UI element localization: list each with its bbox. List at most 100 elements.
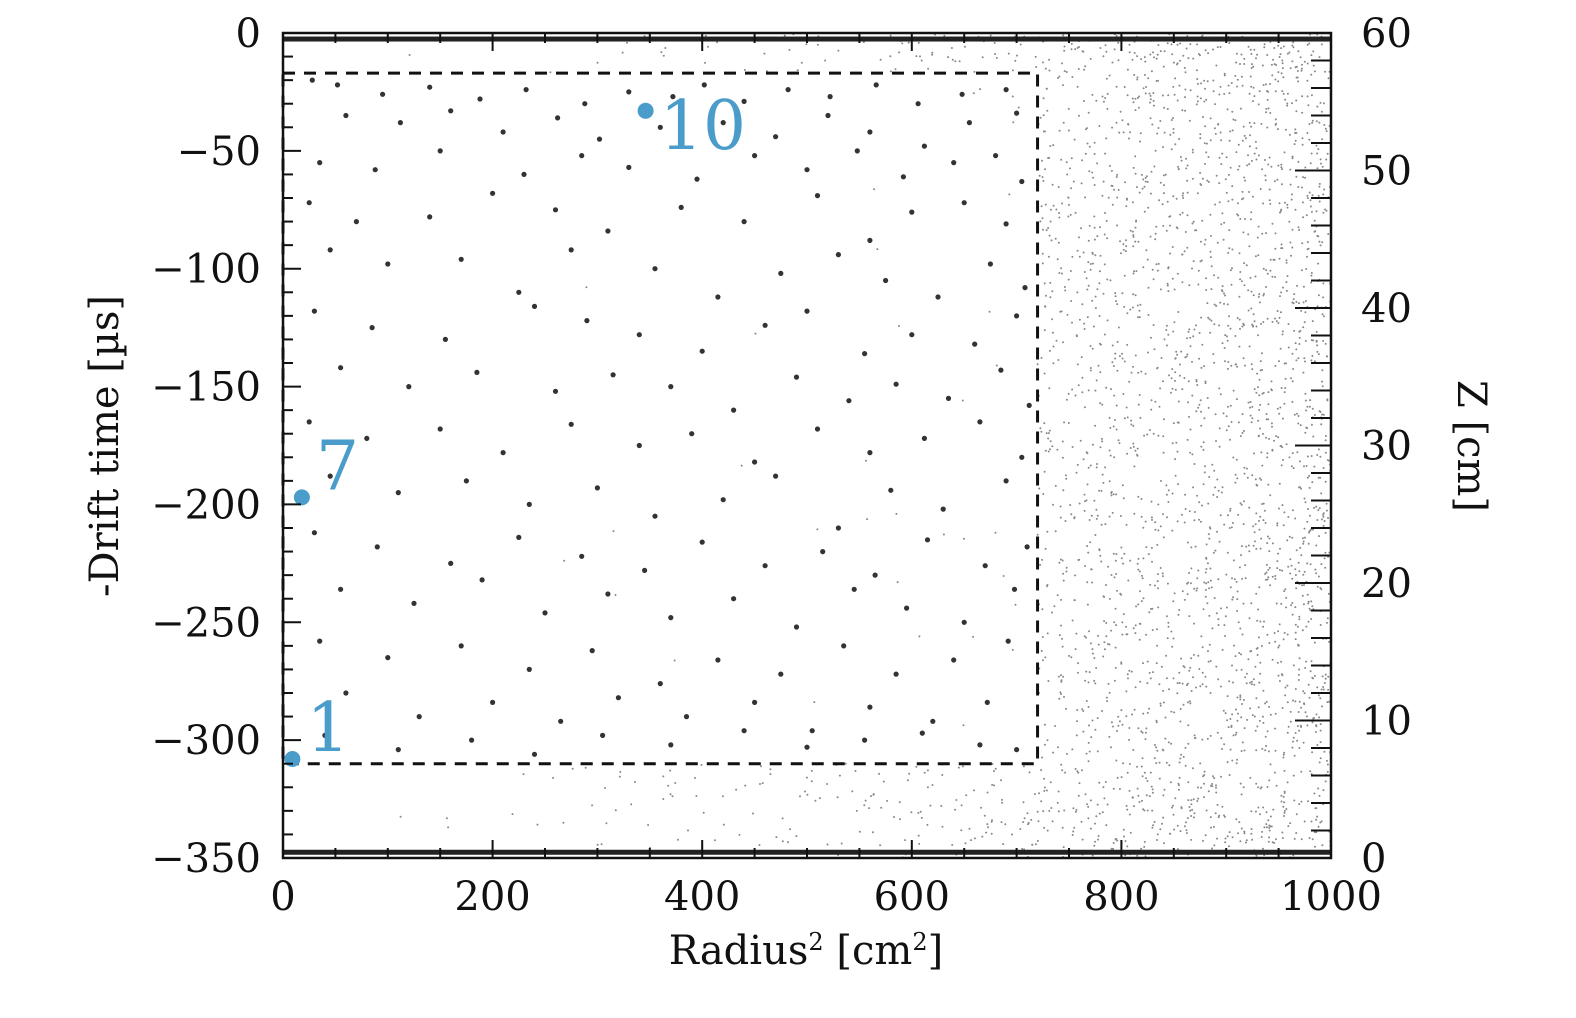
background-dot: [826, 843, 829, 846]
background-dot: [1305, 715, 1308, 718]
background-dot: [1195, 686, 1197, 689]
background-dot: [1213, 303, 1216, 306]
background-dot: [1322, 339, 1325, 342]
event-point: [1003, 221, 1009, 227]
background-dot: [1136, 787, 1139, 790]
background-dot: [1319, 757, 1322, 760]
background-dot: [1216, 496, 1219, 498]
background-dot: [1201, 738, 1204, 741]
background-dot: [806, 793, 809, 796]
background-dot: [1215, 665, 1218, 668]
background-dot: [1138, 309, 1141, 312]
background-dot: [1091, 854, 1094, 857]
background-dot: [1054, 484, 1057, 487]
background-dot: [1286, 539, 1289, 542]
background-dot: [1308, 514, 1311, 517]
background-dot: [1294, 574, 1297, 576]
background-dot: [1122, 828, 1125, 831]
background-dot: [1263, 292, 1265, 295]
background-dot: [1145, 794, 1148, 797]
background-dot: [1203, 243, 1206, 246]
background-dot: [1151, 826, 1154, 829]
background-dot: [1174, 388, 1177, 391]
background-dot: [1207, 790, 1210, 793]
background-dot: [1035, 66, 1038, 68]
background-dot: [1304, 667, 1307, 669]
background-dot: [1189, 336, 1192, 339]
background-dot: [1067, 129, 1070, 132]
event-point: [935, 294, 941, 300]
background-dot: [1041, 176, 1044, 179]
background-dot: [980, 806, 983, 809]
background-dot: [1295, 587, 1298, 590]
background-dot: [818, 797, 821, 800]
background-dot: [920, 59, 923, 62]
background-dot: [1056, 594, 1059, 597]
background-dot: [1210, 288, 1213, 291]
background-dot: [1301, 143, 1304, 146]
background-dot: [1289, 572, 1292, 575]
background-dot: [1097, 838, 1099, 841]
background-dot: [1101, 440, 1104, 443]
background-dot: [1259, 547, 1262, 550]
background-dot: [1205, 582, 1208, 585]
background-dot: [1040, 650, 1043, 652]
background-dot: [1062, 34, 1065, 37]
background-dot: [1264, 179, 1267, 182]
background-dot: [1264, 159, 1266, 161]
background-dot: [1116, 196, 1119, 199]
background-dot: [1281, 59, 1284, 62]
background-dot: [1137, 106, 1140, 109]
background-dot: [754, 332, 757, 335]
background-dot: [954, 808, 957, 811]
background-dot: [1223, 815, 1226, 818]
background-dot: [1234, 473, 1237, 476]
background-dot: [1146, 711, 1149, 714]
background-dot: [1069, 270, 1072, 272]
background-dot: [1219, 85, 1222, 88]
background-dot: [1310, 54, 1313, 57]
background-dot: [1223, 292, 1225, 295]
background-dot: [1098, 489, 1101, 492]
background-dot: [1108, 735, 1111, 738]
background-dot: [1304, 340, 1307, 342]
background-dot: [1291, 246, 1294, 249]
background-dot: [1293, 754, 1296, 757]
background-dot: [1125, 245, 1128, 248]
background-dot: [1289, 720, 1292, 723]
background-dot: [1316, 744, 1319, 746]
background-dot: [1219, 131, 1222, 134]
background-dot: [1197, 654, 1200, 657]
background-dot: [1148, 611, 1151, 614]
background-dot: [1314, 731, 1317, 733]
background-dot: [1278, 569, 1281, 571]
background-dot: [1209, 660, 1212, 662]
background-dot: [619, 770, 622, 773]
background-dot: [1058, 129, 1061, 132]
background-dot: [1238, 821, 1241, 824]
background-dot: [1230, 82, 1233, 84]
background-dot: [1319, 158, 1322, 161]
background-dot: [1190, 546, 1193, 549]
background-dot: [1117, 715, 1120, 718]
background-dot: [1185, 829, 1188, 832]
background-dot: [735, 788, 738, 791]
event-point: [778, 671, 784, 677]
background-dot: [1171, 442, 1174, 445]
background-dot: [1317, 353, 1320, 356]
background-dot: [1319, 697, 1322, 700]
background-dot: [702, 811, 705, 814]
background-dot: [1221, 748, 1223, 750]
background-dot: [1259, 188, 1262, 190]
background-dot: [1281, 504, 1284, 507]
background-dot: [1294, 638, 1297, 641]
background-dot: [1306, 62, 1309, 65]
background-dot: [1233, 578, 1236, 581]
event-point: [605, 591, 611, 597]
background-dot: [1110, 169, 1113, 172]
background-dot: [704, 34, 707, 37]
background-dot: [1212, 551, 1215, 554]
background-dot: [1209, 692, 1212, 694]
background-dot: [1180, 806, 1183, 809]
background-dot: [1249, 75, 1252, 78]
